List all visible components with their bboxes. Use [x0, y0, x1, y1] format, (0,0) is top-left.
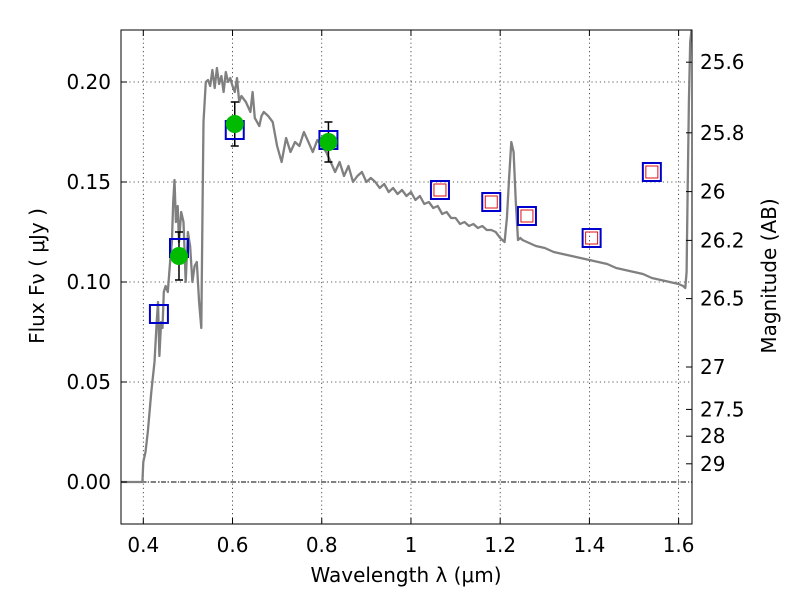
right-tick-label: 28: [700, 424, 725, 448]
right-tick-label: 26.5: [700, 287, 745, 311]
plot-frame: [120, 29, 693, 525]
red-square-marker: [645, 165, 659, 179]
y-axis-label: Flux Fν ( μJy ): [25, 208, 49, 344]
x-tick-label: 0.4: [127, 533, 159, 557]
blue-square-marker: [148, 304, 169, 324]
x-tick-label: 1.4: [573, 533, 605, 557]
right-tick-label: 29: [700, 452, 725, 476]
right-tick-label: 25.6: [700, 50, 745, 74]
x-tick-label: 1.2: [484, 533, 516, 557]
x-tick-label: 1: [405, 533, 418, 557]
blue-square-marker: [481, 192, 502, 212]
green-data-point: [169, 247, 188, 265]
ticks: [121, 30, 692, 524]
y-tick-label: 0.05: [66, 370, 111, 394]
green-data-point: [319, 133, 338, 151]
tick-labels: 0.4 0.6 0.8 1 1.2 1.4 1.6 0.00 0.05 0.10 0.15 0.20 2…: [66, 50, 744, 557]
green-data-point: [225, 115, 244, 133]
y-tick-label: 0.00: [66, 470, 111, 494]
right-tick-label: 26: [700, 180, 725, 204]
red-square-marker: [433, 183, 447, 197]
x-tick-label: 0.6: [217, 533, 249, 557]
right-tick-label: 27.5: [700, 397, 745, 421]
x-axis-label: Wavelength λ (μm): [310, 563, 501, 587]
right-tick-label: 26.2: [700, 228, 745, 252]
blue-square-marker: [581, 228, 602, 248]
red-square-marker: [484, 195, 498, 209]
blue-square-marker: [516, 206, 537, 226]
y-tick-label: 0.15: [66, 170, 111, 194]
series-layer: [121, 30, 692, 484]
x-tick-label: 1.6: [663, 533, 695, 557]
x-tick-label: 0.8: [306, 533, 338, 557]
grid: [121, 30, 692, 524]
red-square-marker: [520, 209, 534, 223]
y-tick-label: 0.10: [66, 270, 111, 294]
model-spectrum-line: [121, 30, 692, 484]
red-square-marker: [585, 231, 599, 245]
blue-square-marker: [641, 162, 662, 182]
right-tick-label: 27: [700, 355, 725, 379]
blue-square-marker: [429, 180, 450, 200]
right-axis-label: Magnitude (AB): [757, 198, 781, 353]
right-tick-label: 25.8: [700, 121, 745, 145]
y-tick-label: 0.20: [66, 70, 111, 94]
